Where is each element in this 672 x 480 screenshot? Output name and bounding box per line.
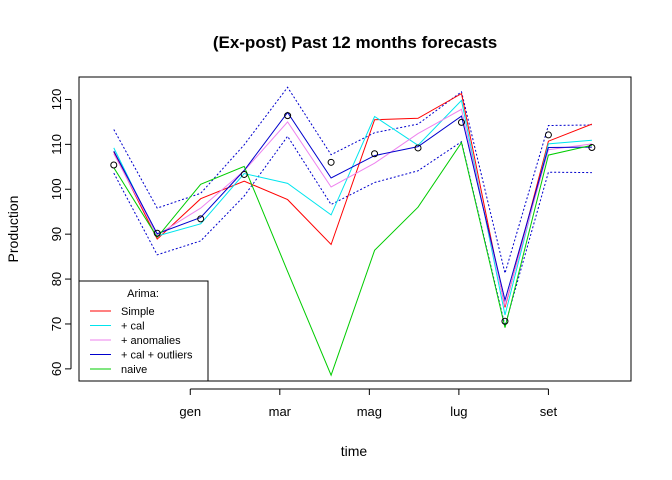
legend-label: + cal + outliers xyxy=(121,350,193,362)
observed-point xyxy=(284,112,292,120)
legend-title: Arima: xyxy=(127,288,159,300)
series-line-naive xyxy=(113,141,593,377)
y-tick-label: 80 xyxy=(49,272,64,286)
y-axis-label: Production xyxy=(5,196,21,263)
x-tick-label: gen xyxy=(179,404,201,419)
legend: Arima: Simple + cal + anomalies + cal + out… xyxy=(78,280,209,382)
observed-point xyxy=(457,118,465,126)
x-tick-label: mag xyxy=(357,404,382,419)
plot-frame xyxy=(78,76,632,382)
legend-label: naive xyxy=(121,364,147,376)
legend-box xyxy=(78,280,209,382)
observed-point xyxy=(153,229,161,237)
x-tick-label: lug xyxy=(450,404,467,419)
y-tick-label: 100 xyxy=(49,178,64,200)
observed-point xyxy=(240,170,248,178)
upper-band-line xyxy=(113,86,592,276)
observed-point xyxy=(110,161,118,169)
series-line-cal xyxy=(113,99,592,316)
observed-point xyxy=(501,317,509,325)
x-axis-label: time xyxy=(341,443,368,459)
legend-label: + anomalies xyxy=(121,335,181,347)
legend-label: + cal xyxy=(121,321,145,333)
axes: 60 70 80 90 100 110 120 gen mar mag lug set xyxy=(49,89,557,419)
observed-point xyxy=(544,131,552,139)
legend-label: Simple xyxy=(121,306,155,318)
y-tick-label: 60 xyxy=(49,362,64,376)
series-line-anomalies xyxy=(113,108,592,306)
observed-points xyxy=(110,112,596,325)
observed-point xyxy=(371,150,379,158)
observed-point xyxy=(197,215,205,223)
series-line-simple xyxy=(113,92,593,308)
observed-point xyxy=(414,144,422,152)
series-line-cal-outliers xyxy=(113,111,592,303)
y-tick-label: 70 xyxy=(49,317,64,331)
x-tick-label: set xyxy=(540,404,558,419)
y-tick-label: 120 xyxy=(49,89,64,111)
series-lines xyxy=(113,92,593,377)
chart-title: (Ex-post) Past 12 months forecasts xyxy=(213,33,497,52)
x-tick-label: mar xyxy=(269,404,292,419)
observed-point xyxy=(327,158,335,166)
observed-point xyxy=(588,143,596,151)
y-tick-label: 110 xyxy=(49,134,64,155)
y-tick-label: 90 xyxy=(49,227,64,241)
